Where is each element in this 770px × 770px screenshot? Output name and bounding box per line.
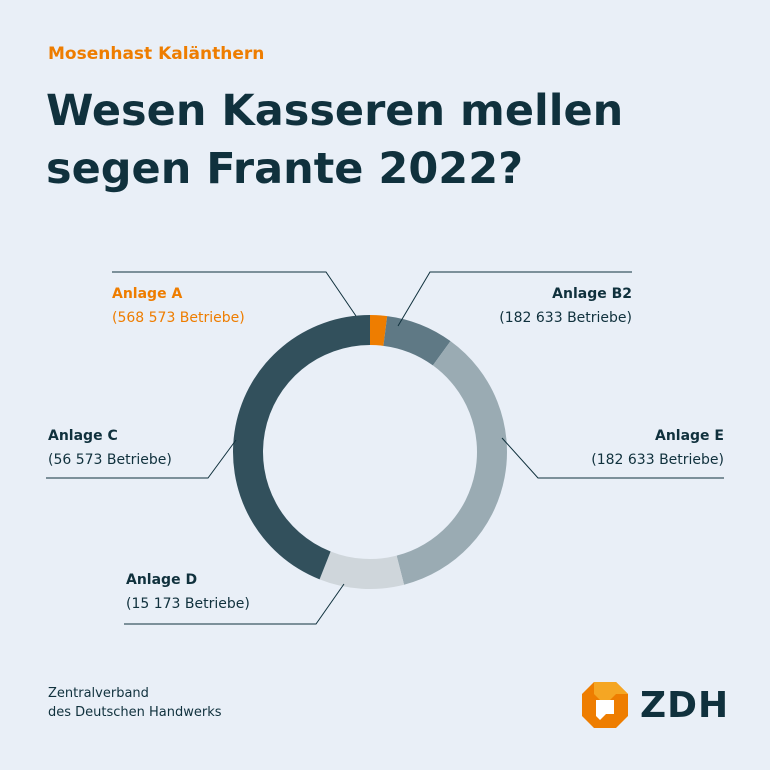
label-value-anlage-b2: (182 633 Betriebe) — [499, 310, 632, 326]
leader-line-anlage-d — [124, 583, 345, 625]
label-value-anlage-a: (568 573 Betriebe) — [112, 310, 245, 326]
slice-anlage-d — [319, 551, 405, 589]
label-name-anlage-c: Anlage C — [48, 428, 118, 444]
label-value-anlage-e: (182 633 Betriebe) — [591, 452, 724, 468]
zdh-logo: ZDH — [580, 680, 729, 730]
leader-line-anlage-e — [501, 437, 724, 479]
label-name-anlage-e: Anlage E — [655, 428, 724, 444]
footer-org-line-1: Zentralverband — [48, 686, 149, 701]
footer-organization: Zentralverband des Deutschen Handwerks — [48, 684, 222, 722]
chart-kicker: Mosenhast Kalänthern — [48, 44, 265, 64]
title-line-2: segen Frante 2022? — [46, 144, 524, 194]
slice-anlage-e — [396, 341, 507, 585]
slice-anlage-b2 — [383, 316, 451, 366]
label-value-anlage-c: (56 573 Betriebe) — [48, 452, 172, 468]
title-line-1: Wesen Kasseren mellen — [46, 86, 624, 136]
leader-line-anlage-b2 — [397, 271, 632, 327]
slice-anlage-c — [232, 315, 370, 580]
zdh-logo-text: ZDH — [640, 684, 730, 726]
label-value-anlage-d: (15 173 Betriebe) — [126, 596, 250, 612]
leader-line-anlage-a — [112, 271, 357, 317]
slice-anlage-a — [370, 315, 388, 346]
leader-line-anlage-c — [46, 439, 237, 479]
donut-hole — [263, 345, 477, 559]
zdh-logo-icon — [582, 682, 628, 728]
footer-org-line-2: des Deutschen Handwerks — [48, 705, 222, 720]
chart-title: Wesen Kasseren mellen segen Frante 2022? — [46, 82, 726, 198]
label-name-anlage-d: Anlage D — [126, 572, 197, 588]
label-name-anlage-a: Anlage A — [112, 286, 182, 302]
label-name-anlage-b2: Anlage B2 — [552, 286, 632, 302]
